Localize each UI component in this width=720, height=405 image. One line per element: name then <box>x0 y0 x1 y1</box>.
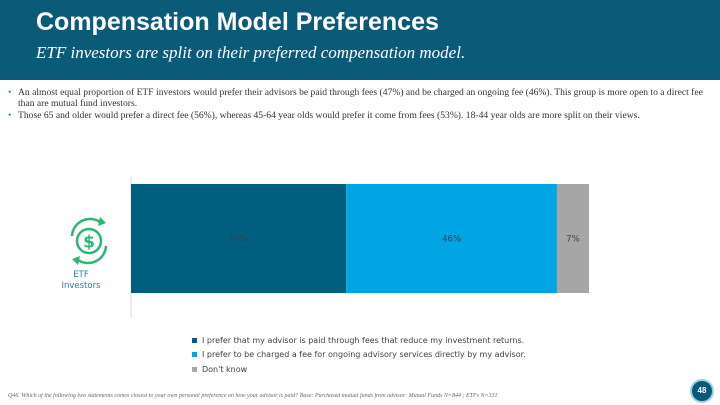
page-subtitle: ETF investors are split on their preferr… <box>36 43 466 62</box>
summary-bullets: • An almost equal proportion of ETF inve… <box>8 87 708 121</box>
category-label-line1: ETF <box>73 270 89 280</box>
legend-label: I prefer to be charged a fee for ongoing… <box>202 350 526 360</box>
legend-swatch <box>192 352 197 358</box>
bullet-item: • Those 65 and older would prefer a dire… <box>8 110 708 121</box>
bullet-item: • An almost equal proportion of ETF inve… <box>8 87 708 110</box>
legend-item: Don't know <box>192 362 526 377</box>
footnote: Q46. Which of the following two statemen… <box>8 393 498 399</box>
page-number-badge: 48 <box>690 379 714 403</box>
page-title: Compensation Model Preferences <box>36 8 439 36</box>
svg-text:$: $ <box>83 233 95 253</box>
legend-label: I prefer that my advisor is paid through… <box>202 335 525 345</box>
legend-item: I prefer that my advisor is paid through… <box>192 333 526 348</box>
bullet-marker: • <box>8 87 12 98</box>
bullet-text: An almost equal proportion of ETF invest… <box>18 87 703 110</box>
bar-segment-2 <box>346 184 557 293</box>
category-label: ETF Investors <box>50 270 112 292</box>
legend-item: I prefer to be charged a fee for ongoing… <box>192 348 526 363</box>
bar-segment-3 <box>556 184 589 293</box>
legend-swatch <box>192 366 197 372</box>
bar-data-label: 47% <box>229 235 248 245</box>
bar-segment-1 <box>131 184 347 293</box>
bullet-text: Those 65 and older would prefer a direct… <box>18 109 640 121</box>
bar-data-label: 46% <box>442 235 461 245</box>
dollar-cycle-icon: $ <box>62 212 117 267</box>
chart-legend: I prefer that my advisor is paid through… <box>192 333 526 377</box>
header-banner: Compensation Model Preferences ETF inves… <box>0 0 720 80</box>
legend-swatch <box>192 337 197 343</box>
legend-label: Don't know <box>202 364 248 374</box>
bullet-marker: • <box>8 109 12 121</box>
bar-data-label: 7% <box>566 235 580 245</box>
category-label-line2: Investors <box>61 281 101 291</box>
